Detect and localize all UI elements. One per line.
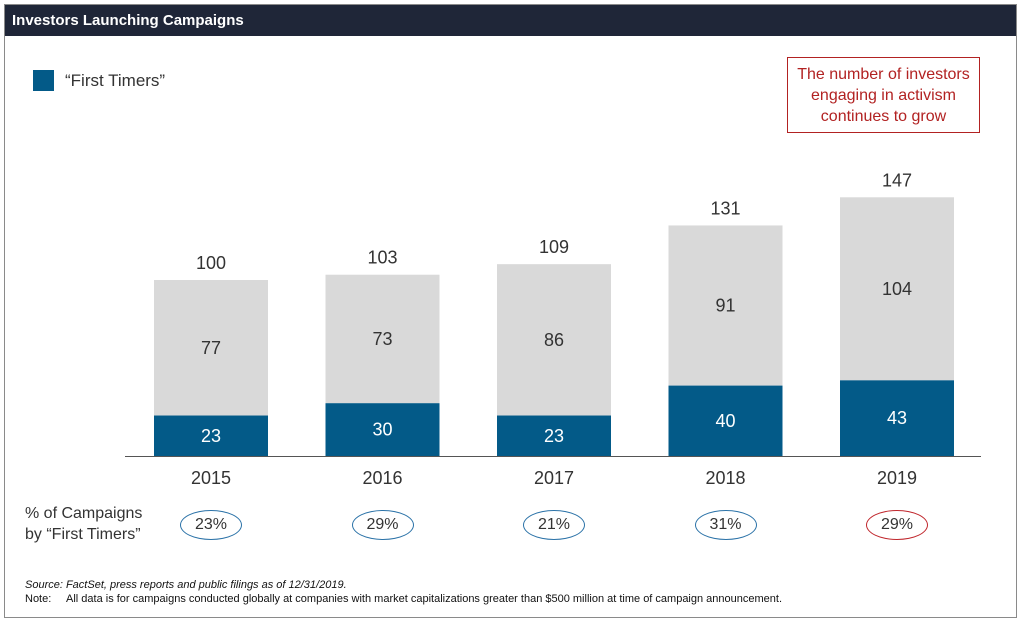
bar-total-label-2018: 131 <box>710 198 740 218</box>
chart-frame: Investors Launching Campaigns <box>4 4 1017 618</box>
percent-row-label-line1: % of Campaigns <box>25 505 143 522</box>
bar-label-first-timers-2017: 23 <box>544 426 564 446</box>
bar-label-first-timers-2018: 40 <box>715 411 735 431</box>
bar-total-label-2017: 109 <box>539 237 569 257</box>
x-tick-label-2015: 2015 <box>191 468 231 488</box>
source-line: Source: FactSet, press reports and publi… <box>25 579 347 591</box>
bar-label-other-2015: 77 <box>201 338 221 358</box>
percent-row-label-line2: by “First Timers” <box>25 526 141 543</box>
legend-swatch-first-timers <box>33 70 54 91</box>
bar-label-other-2019: 104 <box>882 279 912 299</box>
note-key: Note: <box>25 593 52 605</box>
x-tick-label-2019: 2019 <box>877 468 917 488</box>
bar-other-2015 <box>154 280 268 416</box>
legend-label-first-timers: “First Timers” <box>65 70 166 90</box>
bar-first-timers-2016 <box>325 403 440 456</box>
percent-badge-2015: 23% <box>180 510 242 540</box>
percent-row-label: % of Campaigns by “First Timers” <box>25 503 142 545</box>
bar-total-label-2015: 100 <box>196 253 226 273</box>
bar-first-timers-2019 <box>840 380 954 456</box>
bar-label-other-2017: 86 <box>544 330 564 350</box>
bar-label-first-timers-2015: 23 <box>201 426 221 446</box>
bar-first-timers-2015 <box>154 415 268 456</box>
bar-other-2019 <box>840 197 954 381</box>
bar-label-other-2016: 73 <box>372 329 392 349</box>
chart-header-title: Investors Launching Campaigns <box>5 5 1016 36</box>
bar-total-label-2016: 103 <box>367 248 397 268</box>
bar-other-2018 <box>668 225 783 386</box>
percent-badge-2019: 29% <box>866 510 928 540</box>
bar-label-other-2018: 91 <box>715 296 735 316</box>
note-line: Note: All data is for campaigns conducte… <box>25 592 782 606</box>
bar-label-first-timers-2016: 30 <box>372 420 392 440</box>
x-tick-label-2016: 2016 <box>362 468 402 488</box>
x-tick-label-2018: 2018 <box>705 468 745 488</box>
note-text: All data is for campaigns conducted glob… <box>66 593 783 605</box>
bar-other-2016 <box>325 274 440 404</box>
footer-notes: Source: FactSet, press reports and publi… <box>25 578 782 606</box>
legend: “First Timers” <box>33 70 165 91</box>
bar-first-timers-2018 <box>668 385 783 456</box>
callout-box: The number of investors engaging in acti… <box>787 57 980 133</box>
bar-total-label-2019: 147 <box>882 170 912 190</box>
x-tick-label-2017: 2017 <box>534 468 574 488</box>
percent-badge-2017: 21% <box>523 510 585 540</box>
bar-first-timers-2017 <box>497 415 611 456</box>
bar-label-first-timers-2019: 43 <box>887 408 907 428</box>
percent-badge-2016: 29% <box>351 510 414 540</box>
bar-other-2017 <box>497 264 611 416</box>
bar-chart: 23 77 100 2015 30 73 103 2016 23 86 109 2017 40 91 131… <box>125 170 981 488</box>
percent-badge-2018: 31% <box>694 510 757 540</box>
